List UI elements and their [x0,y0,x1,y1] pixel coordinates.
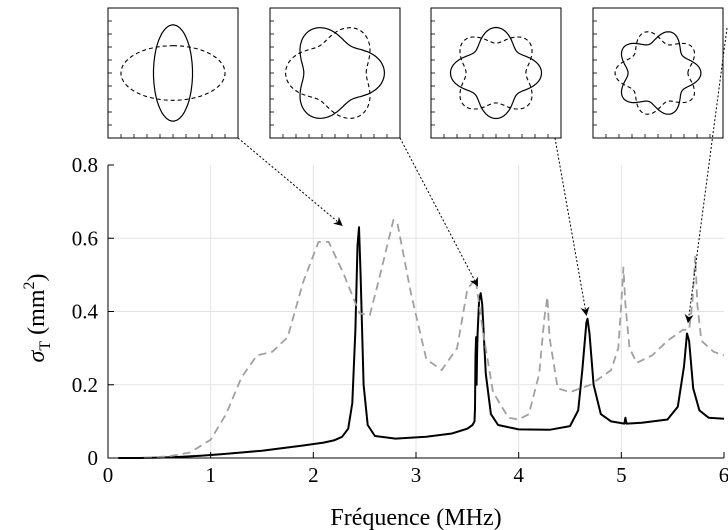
inset-frame [269,7,401,139]
mode-arrow-1 [237,137,343,227]
x-tick-label: 0 [103,463,114,487]
y-tick-label: 0.4 [72,300,99,324]
inset-shape-dashed [285,27,371,119]
x-tick-label: 6 [719,463,728,487]
inset-frame [430,7,562,139]
x-tick-label: 4 [513,463,524,487]
y-axis-label: σT (mm2) [21,274,54,363]
mode-arrow-3 [554,137,590,317]
x-tick-label: 5 [616,463,627,487]
inset-frame [592,7,724,139]
axis-frame [107,165,724,459]
mode-inset-4 [430,7,562,139]
mode-shape-insets [107,7,724,139]
y-tick-label: 0.6 [72,226,98,250]
inset-shape-dashed [614,31,696,115]
mode-arrow-4 [684,27,728,324]
mode-inset-2 [107,7,239,139]
inset-shape-dashed [459,36,533,110]
inset-shape-solid [620,31,702,115]
inset-shape-solid [449,26,543,120]
series-line-1 [118,226,725,459]
grid-lines [108,165,724,458]
x-axis-label: Fréquence (MHz) [330,505,501,530]
mode-arrow-2 [399,137,479,287]
axes: 0 1 2 3 4 5 6 0 0.2 0.4 0.6 0.8 [72,153,728,487]
x-tick-label: 1 [205,463,216,487]
mode-inset-5 [592,7,724,139]
inset-frame [107,7,239,139]
y-tick-label: 0.2 [72,373,98,397]
y-axis-label-symbol: σ [24,349,50,362]
mode-inset-3 [269,7,401,139]
y-axis-label-subscript: T [37,341,54,351]
y-tick-label: 0.8 [72,153,98,177]
y-tick-label: 0 [88,446,99,470]
mode-arrows [237,27,728,324]
y-axis-label-unit: (mm [24,289,50,335]
inset-shape-solid [152,24,194,122]
x-tick-label: 3 [411,463,422,487]
y-axis-label-superscript: 2 [21,282,38,290]
x-tick-label: 2 [308,463,319,487]
y-axis-label-close: ) [24,274,50,282]
inset-shape-dashed [120,45,226,101]
series-layer [118,218,725,459]
inset-shape-solid [299,27,386,119]
